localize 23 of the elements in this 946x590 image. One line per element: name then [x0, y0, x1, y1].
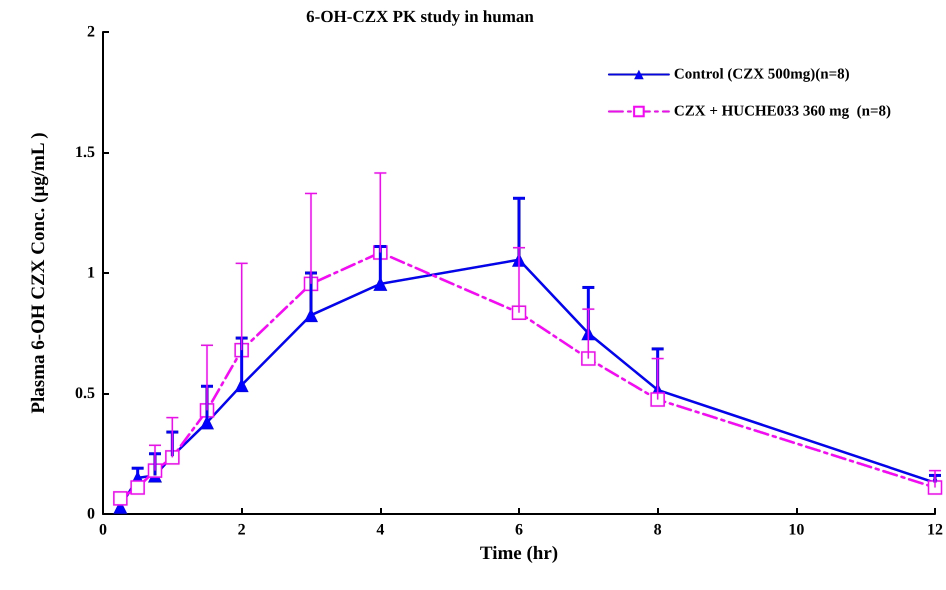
y-tick-label: 1.5	[75, 144, 95, 161]
point	[113, 491, 128, 506]
point	[650, 392, 665, 407]
x-tick-label: 2	[238, 522, 246, 538]
x-tick-label: 0	[99, 522, 107, 538]
x-tick-label: 6	[515, 522, 523, 538]
x-tick-label: 8	[654, 522, 662, 538]
point	[512, 306, 526, 320]
y-axis-title: Plasma 6-OH CZX Conc. (µg/mL )	[28, 132, 49, 414]
point	[928, 480, 942, 495]
y-tick-label: 1	[87, 264, 95, 282]
point	[130, 480, 145, 495]
legend-label: Control (CZX 500mg)(n=8)	[674, 66, 850, 82]
y-tick-label: 0	[87, 506, 95, 522]
legend-label: CZX + HUCHE033 360 mg (n=8)	[674, 104, 892, 120]
point	[581, 351, 596, 366]
chart-title: 6-OH-CZX PK study in human	[306, 7, 534, 26]
y-tick-label: 2	[87, 24, 95, 40]
x-tick-label: 4	[376, 522, 384, 538]
x-axis-title: Time (hr)	[480, 543, 558, 564]
x-tick-label: 12	[927, 522, 943, 538]
x-tick-label: 10	[788, 522, 804, 538]
y-tick-label: 0.5	[75, 385, 95, 402]
